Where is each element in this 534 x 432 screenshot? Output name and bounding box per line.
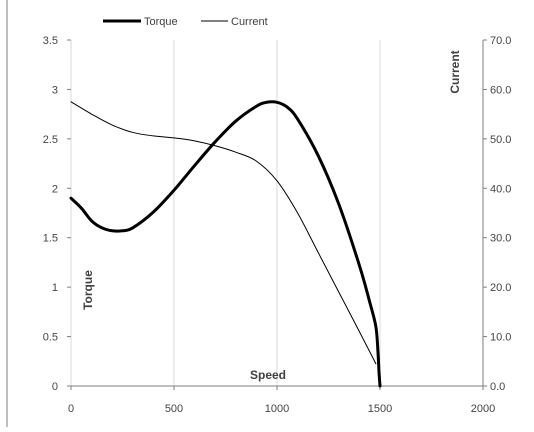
y-tick-label: 1.5	[43, 233, 58, 245]
y-tick-label: 3.5	[43, 35, 58, 47]
x-tick-label: 1000	[265, 403, 289, 415]
legend: Torque Current	[103, 16, 268, 28]
legend-label-current: Current	[231, 16, 268, 28]
x-tick-label: 500	[165, 403, 183, 415]
series	[69, 100, 382, 388]
y2-tick-label: 0.0	[490, 381, 505, 393]
y2-tick-label: 60.0	[490, 84, 511, 96]
x-tick-label: 1500	[368, 403, 392, 415]
x-axis-title: Speed	[250, 368, 286, 382]
y-tick-label: 2.5	[43, 134, 58, 146]
axes: 0 0.5 1 1.5 2 2.5 3 3.5 0.0 10.0 20.0 30.0 40.0 50.0 6…	[43, 35, 512, 415]
y2-tick-label: 70.0	[490, 35, 511, 47]
y-tick-label: 0.5	[43, 332, 58, 344]
series-line-current	[70, 101, 377, 365]
y-tick-label: 3	[52, 84, 58, 96]
y2-tick-label: 30.0	[490, 233, 511, 245]
y2-tick-label: 10.0	[490, 332, 511, 344]
y2-tick-label: 50.0	[490, 134, 511, 146]
y2-tick-label: 40.0	[490, 183, 511, 195]
y-tick-label: 1	[52, 282, 58, 294]
series-line-torque	[69, 100, 382, 388]
y-tick-label: 2	[52, 183, 58, 195]
x-tick-label: 2000	[471, 403, 495, 415]
labels: Speed Torque Current	[81, 50, 462, 382]
y2-axis-title: Current	[448, 50, 462, 93]
legend-label-torque: Torque	[144, 16, 178, 28]
x-tick-label: 0	[68, 403, 74, 415]
y-axis-title: Torque	[81, 270, 95, 310]
y2-tick-label: 20.0	[490, 282, 511, 294]
y-tick-label: 0	[52, 381, 58, 393]
